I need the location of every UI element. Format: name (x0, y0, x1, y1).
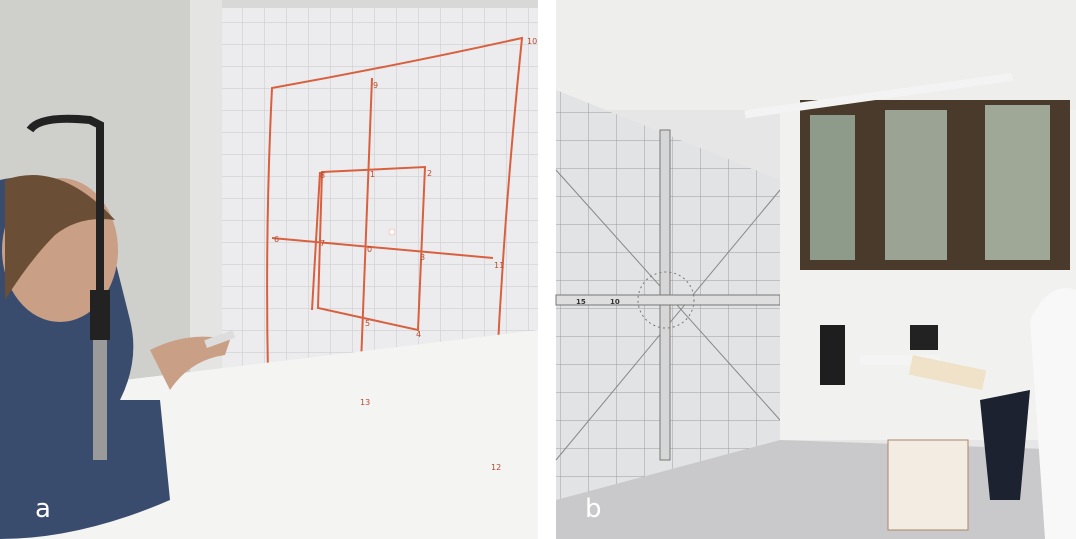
panel-a: a (0, 0, 538, 539)
grid-label: 7 (320, 239, 325, 248)
scale-label: 15 (576, 298, 586, 306)
grid-label: 0 (367, 245, 372, 254)
grid-label: 6 (274, 235, 279, 244)
panel-label: b (585, 494, 602, 524)
grid-label: 9 (373, 81, 378, 90)
panel-label: a (35, 494, 51, 524)
grid-label: 2 (427, 169, 432, 178)
grid-label: 8 (320, 171, 325, 180)
panel-b: b (555, 0, 1076, 539)
grid-label: 5 (365, 319, 370, 328)
grid-label: 3 (420, 253, 425, 262)
grid-label: 1 (370, 170, 375, 179)
grid-label: 12 (491, 463, 501, 472)
scale-label: 10 (610, 298, 620, 306)
grid-label: 4 (416, 330, 421, 339)
grid-label: 11 (494, 261, 504, 270)
grid-label: 10 (527, 37, 537, 46)
grid-label: 13 (360, 398, 370, 407)
